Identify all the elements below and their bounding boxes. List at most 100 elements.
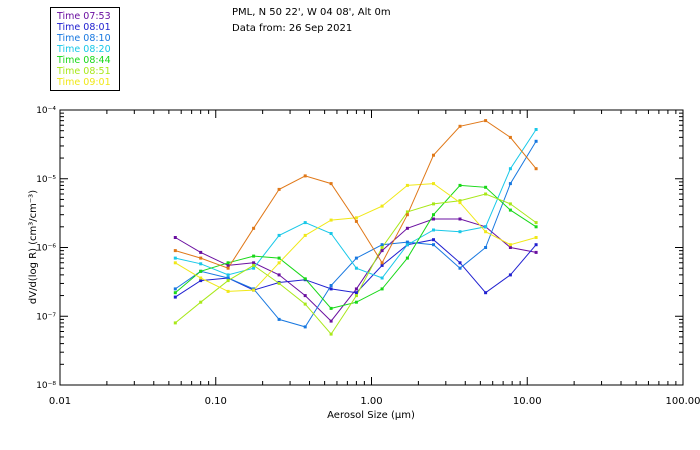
data-point xyxy=(329,218,333,222)
data-point xyxy=(354,266,358,270)
data-point xyxy=(432,217,435,221)
legend-entry: Time 08:01 xyxy=(57,22,111,33)
data-point xyxy=(432,182,435,186)
data-point xyxy=(252,288,256,292)
data-point xyxy=(405,210,409,214)
data-point xyxy=(484,230,488,234)
data-point xyxy=(432,153,435,157)
y-tick-label: 10⁻⁷ xyxy=(36,312,56,322)
chart-header: PML, N 50 22', W 04 08', Alt 0m Data fro… xyxy=(232,5,391,37)
data-point xyxy=(354,291,358,295)
x-axis-label: Aerosol Size (μm) xyxy=(327,410,415,421)
data-point xyxy=(432,228,435,232)
data-point xyxy=(380,249,384,253)
data-point xyxy=(380,204,384,208)
data-point xyxy=(354,219,358,223)
series-line-7 xyxy=(175,120,537,269)
data-point xyxy=(484,291,488,295)
data-point xyxy=(405,256,409,260)
data-point xyxy=(508,208,512,212)
data-point xyxy=(226,276,230,280)
data-point xyxy=(329,284,333,287)
data-point xyxy=(508,182,512,186)
data-point xyxy=(252,226,256,230)
axis-tick-labels: 0.01 0.10 1.00 10.00 100.00 10⁻⁸ 10⁻⁷ 10⁻⁶ 10⁻⁵ 1… xyxy=(36,106,700,407)
data-point xyxy=(458,266,462,270)
data-point xyxy=(405,226,409,230)
data-point xyxy=(484,119,488,123)
chart-legend: Time 07:53 Time 08:01 Time 08:10 Time 08:20… xyxy=(50,7,120,91)
data-point xyxy=(508,273,512,277)
data-point xyxy=(329,287,333,291)
x-tick-label: 10.00 xyxy=(513,396,542,407)
data-point xyxy=(173,236,177,239)
data-point xyxy=(508,202,512,206)
data-point xyxy=(458,230,462,234)
data-point xyxy=(380,263,384,267)
data-point xyxy=(405,183,409,187)
data-point xyxy=(484,246,488,249)
data-point xyxy=(252,254,256,258)
location-text: PML, N 50 22', W 04 08', Alt 0m xyxy=(232,7,391,18)
y-tick-label: 10⁻⁸ xyxy=(36,381,56,391)
data-point xyxy=(380,246,384,249)
data-point xyxy=(508,246,512,249)
data-point xyxy=(173,261,177,265)
data-point xyxy=(534,128,538,131)
data-point xyxy=(380,276,384,280)
data-point xyxy=(354,300,358,304)
data-point xyxy=(534,225,538,229)
legend-entry: Time 09:01 xyxy=(57,77,111,88)
data-point xyxy=(432,213,435,217)
x-tick-label: 0.01 xyxy=(49,396,71,407)
data-point xyxy=(508,243,512,247)
data-point xyxy=(173,291,177,295)
series-line-0 xyxy=(175,218,537,322)
data-point xyxy=(354,287,358,291)
data-point xyxy=(458,199,462,203)
axis-ticks xyxy=(59,109,684,386)
data-point xyxy=(534,250,538,254)
data-point xyxy=(380,243,384,247)
data-point xyxy=(277,281,281,285)
data-point xyxy=(329,306,333,310)
data-point xyxy=(303,302,307,306)
data-point xyxy=(277,317,281,321)
plot-area-frame xyxy=(59,109,684,386)
y-tick-label: 10⁻⁵ xyxy=(36,175,56,185)
data-point xyxy=(277,187,281,191)
data-point xyxy=(458,261,462,265)
data-point xyxy=(173,295,177,299)
data-point xyxy=(252,266,256,270)
data-point xyxy=(534,167,538,171)
legend-entry: Time 08:51 xyxy=(57,66,111,77)
data-date-text: Data from: 26 Sep 2021 xyxy=(232,23,353,34)
data-point xyxy=(303,277,307,281)
data-point xyxy=(458,183,462,187)
data-point xyxy=(252,263,256,267)
data-point xyxy=(484,185,488,189)
data-point xyxy=(226,266,230,270)
y-axis-label: dV/d(log R) (cm³/cm⁻³) xyxy=(28,190,39,304)
data-point xyxy=(534,236,538,239)
data-point xyxy=(354,294,358,298)
data-point xyxy=(303,221,307,225)
x-tick-label: 100.00 xyxy=(666,396,700,407)
data-point xyxy=(534,243,538,247)
x-tick-label: 1.00 xyxy=(360,396,382,407)
data-point xyxy=(199,250,203,254)
data-point xyxy=(405,243,409,247)
legend-entry: Time 07:53 xyxy=(57,11,111,22)
data-point xyxy=(508,135,512,139)
y-tick-label: 10⁻⁶ xyxy=(36,244,56,254)
data-point xyxy=(329,182,333,186)
data-point xyxy=(405,240,409,244)
legend-entry: Time 08:10 xyxy=(57,33,111,44)
data-point xyxy=(199,256,203,260)
data-point xyxy=(199,276,203,280)
data-point xyxy=(173,287,177,291)
series-line-2 xyxy=(175,141,537,328)
series-points xyxy=(173,119,538,336)
data-point xyxy=(277,273,281,277)
